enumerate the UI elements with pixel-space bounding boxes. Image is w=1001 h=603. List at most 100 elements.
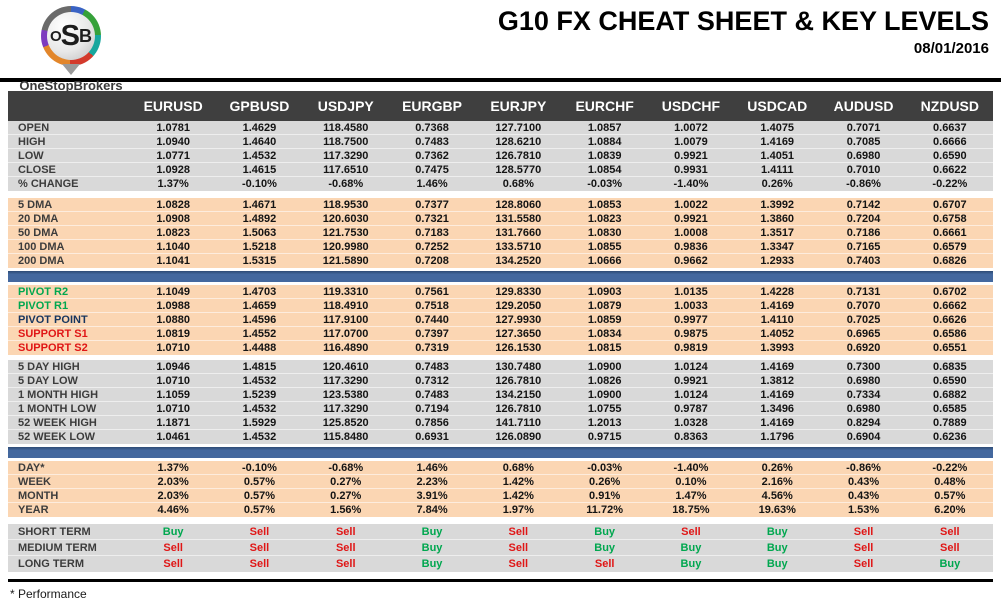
column-header-usdchf: USDCHF <box>661 98 721 114</box>
table-row: 5 DAY LOW 1.0710 1.4532 117.3290 0.7312 126.7… <box>8 374 993 388</box>
table-row: 5 DMA 1.0828 1.4671 118.9530 0.7377 128.8060 1… <box>8 198 993 212</box>
cell: 0.9715 <box>587 431 622 443</box>
table-row: HIGH 1.0940 1.4640 118.7500 0.7483 128.6210 1.… <box>8 135 993 149</box>
cell: 117.9100 <box>323 313 369 326</box>
cell: 120.9980 <box>322 240 369 253</box>
cell: -1.40% <box>673 461 709 474</box>
section-gap <box>8 191 993 198</box>
cell: 0.6551 <box>933 342 967 354</box>
row-label: % CHANGE <box>18 178 79 190</box>
cell: 1.4228 <box>760 285 795 298</box>
cell: 0.9977 <box>674 313 708 326</box>
cell: 1.0828 <box>156 198 190 211</box>
cell: 0.57% <box>243 504 276 516</box>
cell: 1.5239 <box>242 388 277 401</box>
cell: 126.1530 <box>495 342 542 354</box>
column-header-nzdusd: NZDUSD <box>920 98 980 114</box>
cell: 117.6510 <box>323 163 369 176</box>
cell: 1.0135 <box>674 285 708 298</box>
row-label: LONG TERM <box>18 558 84 570</box>
table-row: 5 DAY HIGH 1.0946 1.4815 120.4610 0.7483 130.… <box>8 360 993 374</box>
brand-name: OneStopBrokers <box>19 78 123 93</box>
cell: 1.0710 <box>156 402 190 415</box>
cell: 120.6030 <box>322 212 369 225</box>
cell: 0.7403 <box>846 255 881 267</box>
cell: 1.42% <box>502 489 534 502</box>
cell: 0.7071 <box>846 121 881 134</box>
cell: 1.42% <box>502 475 534 488</box>
table-row: OPEN 1.0781 1.4629 118.4580 0.7368 127.7100 1.… <box>8 121 993 135</box>
cell: -0.22% <box>932 178 968 190</box>
cell: 0.91% <box>589 489 621 502</box>
cell: 0.7362 <box>415 149 449 162</box>
cell: 1.5929 <box>242 416 277 429</box>
column-header-eurjpy: EURJPY <box>490 98 547 114</box>
cell: 0.6702 <box>933 285 967 298</box>
cell: Sell <box>335 525 356 538</box>
cell: 0.7300 <box>846 360 881 373</box>
cell: 2.23% <box>416 475 448 488</box>
column-header-gpbusd: GPBUSD <box>229 98 290 114</box>
row-label: WEEK <box>18 475 51 488</box>
row-label: 1 MONTH LOW <box>18 402 97 415</box>
section-divider-bar <box>8 447 993 458</box>
cell: 0.7085 <box>846 135 881 148</box>
cell: 0.6590 <box>933 374 967 387</box>
cell: 1.3496 <box>760 402 795 415</box>
cell: 1.4892 <box>242 212 277 225</box>
cell: 141.7110 <box>495 416 541 429</box>
cell: 0.9875 <box>674 327 708 340</box>
cell: 0.7194 <box>415 402 449 415</box>
cell: 121.7530 <box>322 226 369 239</box>
cell: Sell <box>853 525 874 538</box>
cell: 1.0839 <box>587 149 622 162</box>
cell: 1.46% <box>416 178 448 190</box>
cell: 0.43% <box>847 475 880 488</box>
cell: 121.5890 <box>322 255 369 267</box>
cell: 117.3290 <box>323 374 369 387</box>
cell: 1.4169 <box>760 135 795 148</box>
cell: 1.0853 <box>587 198 622 211</box>
cell: 1.5315 <box>242 255 277 267</box>
cell: 134.2150 <box>495 388 542 401</box>
cell: 0.9931 <box>674 163 708 176</box>
section-dma: 5 DMA 1.0828 1.4671 118.9530 0.7377 128.8060 1… <box>8 198 993 268</box>
cell: Sell <box>335 541 356 554</box>
cell: 0.7440 <box>415 313 449 326</box>
cell: 1.0855 <box>587 240 622 253</box>
table-row: LONG TERM Sell Sell Sell Buy Sell Sell Buy Buy Se… <box>8 556 993 572</box>
cell: 0.57% <box>243 489 276 502</box>
cell: 18.75% <box>672 504 710 516</box>
cell: Sell <box>940 525 960 538</box>
cell: Sell <box>249 525 270 538</box>
cell: 0.7204 <box>846 212 881 225</box>
cell: 0.7475 <box>415 163 449 176</box>
column-header-audusd: AUDUSD <box>833 98 894 114</box>
table-row: PIVOT R2 1.1049 1.4703 119.3310 0.7561 129.83… <box>8 285 993 299</box>
cell: 0.6882 <box>933 388 967 401</box>
cell: Sell <box>594 558 615 570</box>
cell: 1.5063 <box>242 226 277 239</box>
cell: 129.8330 <box>495 285 542 298</box>
row-label: SUPPORT S1 <box>18 327 88 340</box>
cell: 0.48% <box>934 475 966 488</box>
cell: -0.03% <box>587 178 623 190</box>
cell: 1.0823 <box>156 226 190 239</box>
cell: 1.0079 <box>674 135 708 148</box>
cell: -1.40% <box>673 178 709 190</box>
row-label: 20 DMA <box>18 212 59 225</box>
cell: 118.4580 <box>323 121 369 134</box>
cell: 129.2050 <box>495 299 542 312</box>
cell: 0.6931 <box>415 431 449 443</box>
cell: 1.0940 <box>156 135 190 148</box>
cell: 0.7183 <box>415 226 449 239</box>
cell: 1.0124 <box>674 360 708 373</box>
cell: -0.10% <box>242 178 277 190</box>
cell: 1.0880 <box>156 313 190 326</box>
cell: 0.7518 <box>415 299 449 312</box>
cell: 0.7165 <box>846 240 881 253</box>
cell: 1.37% <box>157 178 189 190</box>
cell: 1.4052 <box>760 327 795 340</box>
row-label: MEDIUM TERM <box>18 541 97 554</box>
